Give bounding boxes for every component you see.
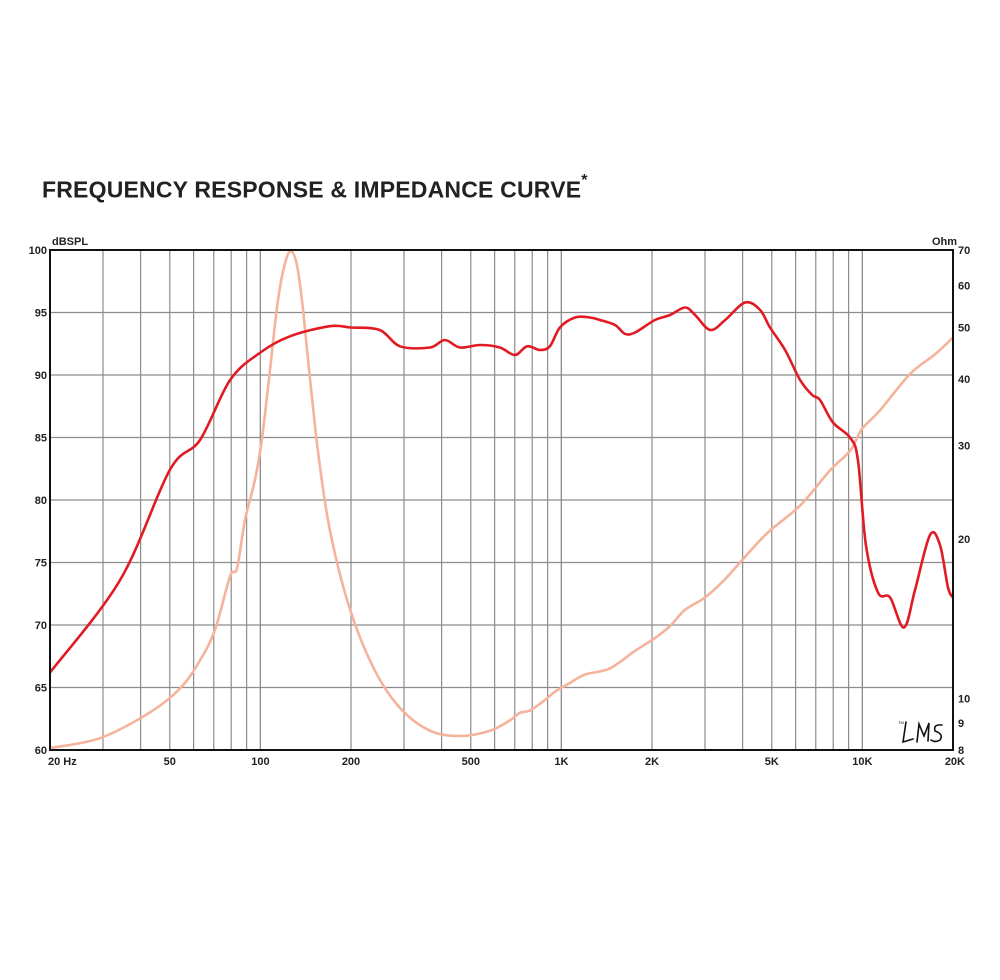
x-tick-label: 10K	[852, 756, 872, 768]
x-tick-label: 500	[462, 756, 480, 768]
chart-title-text: FREQUENCY RESPONSE & IMPEDANCE CURVE	[42, 176, 582, 203]
y-tick-label: 75	[35, 558, 47, 570]
x-tick-label: 100	[251, 756, 269, 768]
y-tick-label: 70	[35, 620, 47, 632]
y2-tick-label: 50	[958, 323, 970, 335]
y2-tick-label: 70	[958, 245, 970, 257]
chart-title: FREQUENCY RESPONSE & IMPEDANCE CURVE*	[42, 172, 588, 204]
x-tick-label: 200	[342, 756, 360, 768]
y2-tick-label: 40	[958, 374, 970, 386]
y-tick-label: 90	[35, 370, 47, 382]
grid	[50, 250, 953, 750]
frequency-response-curve	[48, 300, 955, 674]
y-tick-label: 85	[35, 433, 47, 445]
y2-axis-label: Ohm	[932, 236, 957, 248]
title-asterisk: *	[581, 172, 588, 189]
x-tick-label: 50	[164, 756, 176, 768]
y-tick-label: 80	[35, 495, 47, 507]
y-axis-label: dBSPL	[52, 236, 88, 248]
y2-tick-label: 10	[958, 694, 970, 706]
y2-tick-label: 30	[958, 440, 970, 452]
tick-labels: 100 95 90 85 80 75 70 65 60 70 60 50 40 30 20 10 9 8 20 Hz…	[29, 245, 971, 768]
plot-frame	[49, 249, 954, 751]
y2-tick-label: 20	[958, 534, 970, 546]
svg-text:TM: TM	[898, 720, 904, 725]
x-tick-label: 5K	[765, 756, 779, 768]
y-tick-label: 65	[35, 683, 47, 695]
y-tick-label: 60	[35, 745, 47, 757]
y2-tick-label: 9	[958, 718, 964, 730]
x-tick-label: 20 Hz	[48, 756, 77, 768]
y2-tick-label: 60	[958, 281, 970, 293]
x-tick-label: 1K	[554, 756, 568, 768]
curves	[48, 250, 955, 750]
x-tick-label: 2K	[645, 756, 659, 768]
lms-logo: TM	[898, 720, 943, 744]
y-tick-label: 95	[35, 308, 47, 320]
y-tick-label: 100	[29, 245, 47, 257]
x-tick-label: 20K	[945, 756, 965, 768]
impedance-curve	[49, 250, 954, 750]
y2-tick-label: 8	[958, 745, 964, 757]
